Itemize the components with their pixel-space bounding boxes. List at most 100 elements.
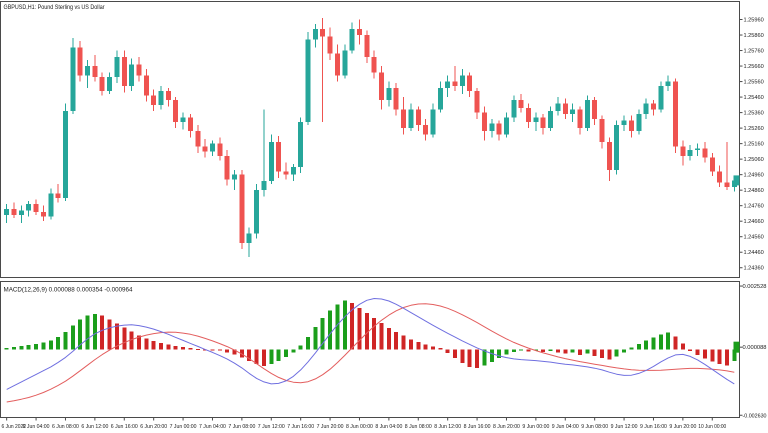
candle-wick (285, 162, 287, 180)
macd-histogram-bar (306, 336, 311, 350)
price-axis[interactable]: 1.25960 1.25860 1.25760 1.25660 1.25560 1.254… (739, 18, 764, 272)
candle-body (614, 125, 620, 170)
candle-body (217, 143, 223, 157)
candle-body (320, 28, 326, 37)
candle-body (114, 56, 120, 77)
candle-body (239, 174, 245, 243)
price-tick-label: 1.25460 (744, 95, 764, 101)
candle-body (18, 210, 24, 215)
macd-tick-label: -0.002630 (743, 413, 767, 419)
candle-body (48, 193, 54, 217)
price-tick-label: 1.25360 (744, 111, 764, 117)
candle-body (584, 100, 590, 129)
current-price-marker (733, 175, 740, 186)
candle-body (92, 66, 98, 77)
candle-body (129, 64, 135, 87)
candle-body (408, 109, 414, 129)
candle-body (26, 204, 32, 211)
candle-body (445, 81, 451, 88)
macd-histogram-bar (570, 349, 575, 353)
macd-layer[interactable] (4, 298, 737, 403)
candle-body (511, 100, 517, 118)
candle-body (709, 157, 715, 172)
candle-body (107, 76, 113, 91)
macd-histogram-bar (173, 345, 178, 350)
macd-histogram-bar (555, 349, 560, 353)
macd-histogram-bar (26, 344, 31, 350)
macd-histogram-bar (717, 349, 722, 364)
macd-histogram-bar (56, 336, 61, 350)
macd-histogram-bar (85, 315, 90, 350)
candles-layer[interactable] (4, 17, 737, 257)
candle-body (209, 143, 215, 152)
time-tick-label: 6 Jun 04:00 (23, 424, 50, 430)
macd-tick-label: 0.000088 (743, 345, 767, 351)
macd-histogram-bar (350, 303, 355, 350)
macd-histogram-bar (342, 300, 347, 350)
price-tick-label: 1.25060 (744, 157, 764, 163)
price-tick-label: 1.24360 (744, 266, 764, 272)
macd-histogram-bar (453, 349, 458, 359)
macd-histogram-bar (614, 349, 619, 357)
candle-body (327, 36, 333, 54)
candle-body (334, 53, 340, 76)
candle-body (687, 149, 693, 157)
macd-histogram-bar (489, 349, 494, 362)
time-tick-label: 8 Jun 12:00 (434, 424, 461, 430)
price-tick-label: 1.24960 (744, 173, 764, 179)
candle-body (621, 120, 627, 126)
macd-histogram-bar (12, 346, 17, 350)
macd-histogram-bar (416, 341, 421, 350)
candle-body (386, 87, 392, 101)
macd-histogram-bar (695, 349, 700, 355)
candle-body (695, 148, 701, 150)
time-tick-label: 10 Jun 00:00 (698, 424, 726, 430)
macd-histogram-bar (232, 349, 237, 355)
candle-body (636, 114, 642, 132)
main-panel[interactable]: GBPUSD,H1: Pound Sterling vs US Dollar 1… (0, 1, 764, 278)
macd-histogram-bar (247, 349, 252, 361)
macd-histogram-bar (41, 342, 46, 350)
candle-body (77, 47, 83, 76)
time-tick-label: 7 Jun 08:00 (228, 424, 255, 430)
macd-histogram-bar (239, 349, 244, 358)
candle-body (702, 148, 708, 158)
price-tick-label: 1.24860 (744, 188, 764, 194)
price-tick-label: 1.24560 (744, 235, 764, 241)
time-tick-label: 6 Jun 12:00 (81, 424, 108, 430)
current-price-tag (733, 175, 740, 186)
candle-body (180, 117, 186, 122)
candle-body (224, 156, 230, 180)
macd-histogram-bar (4, 347, 9, 350)
macd-histogram-bar (144, 338, 149, 350)
macd-histogram-bar (63, 331, 68, 350)
candle-body (606, 142, 612, 171)
macd-histogram-bar (673, 336, 678, 350)
time-tick-label: 8 Jun 08:00 (405, 424, 432, 430)
macd-axis[interactable]: 0.002528 0.000088 -0.002630 (739, 284, 767, 419)
candle-body (195, 131, 201, 147)
macd-histogram-bar (107, 319, 112, 350)
candle-body (452, 81, 458, 87)
time-tick-label: 6 Jun 08:00 (52, 424, 79, 430)
candle-body (393, 87, 399, 110)
candle-body (364, 35, 370, 57)
candle-body (187, 117, 193, 132)
macd-panel[interactable]: MACD(12,26,9) 0.000088 0.000354 -0.00096… (0, 281, 767, 420)
candle-wick (726, 142, 728, 191)
macd-histogram-bar (548, 349, 553, 351)
macd-histogram-bar (658, 334, 663, 350)
macd-histogram-bar (136, 335, 141, 350)
candle-body (261, 180, 267, 191)
macd-histogram-bar (129, 331, 134, 350)
macd-histogram-bar (533, 349, 538, 351)
time-tick-label: 7 Jun 12:00 (258, 424, 285, 430)
candle-wick (322, 17, 324, 122)
candle-body (533, 117, 539, 122)
candle-wick (535, 112, 537, 132)
macd-histogram-bar (254, 349, 259, 364)
time-tick-label: 7 Jun 20:00 (317, 424, 344, 430)
macd-histogram-bar (688, 349, 693, 351)
candle-body (717, 171, 723, 183)
